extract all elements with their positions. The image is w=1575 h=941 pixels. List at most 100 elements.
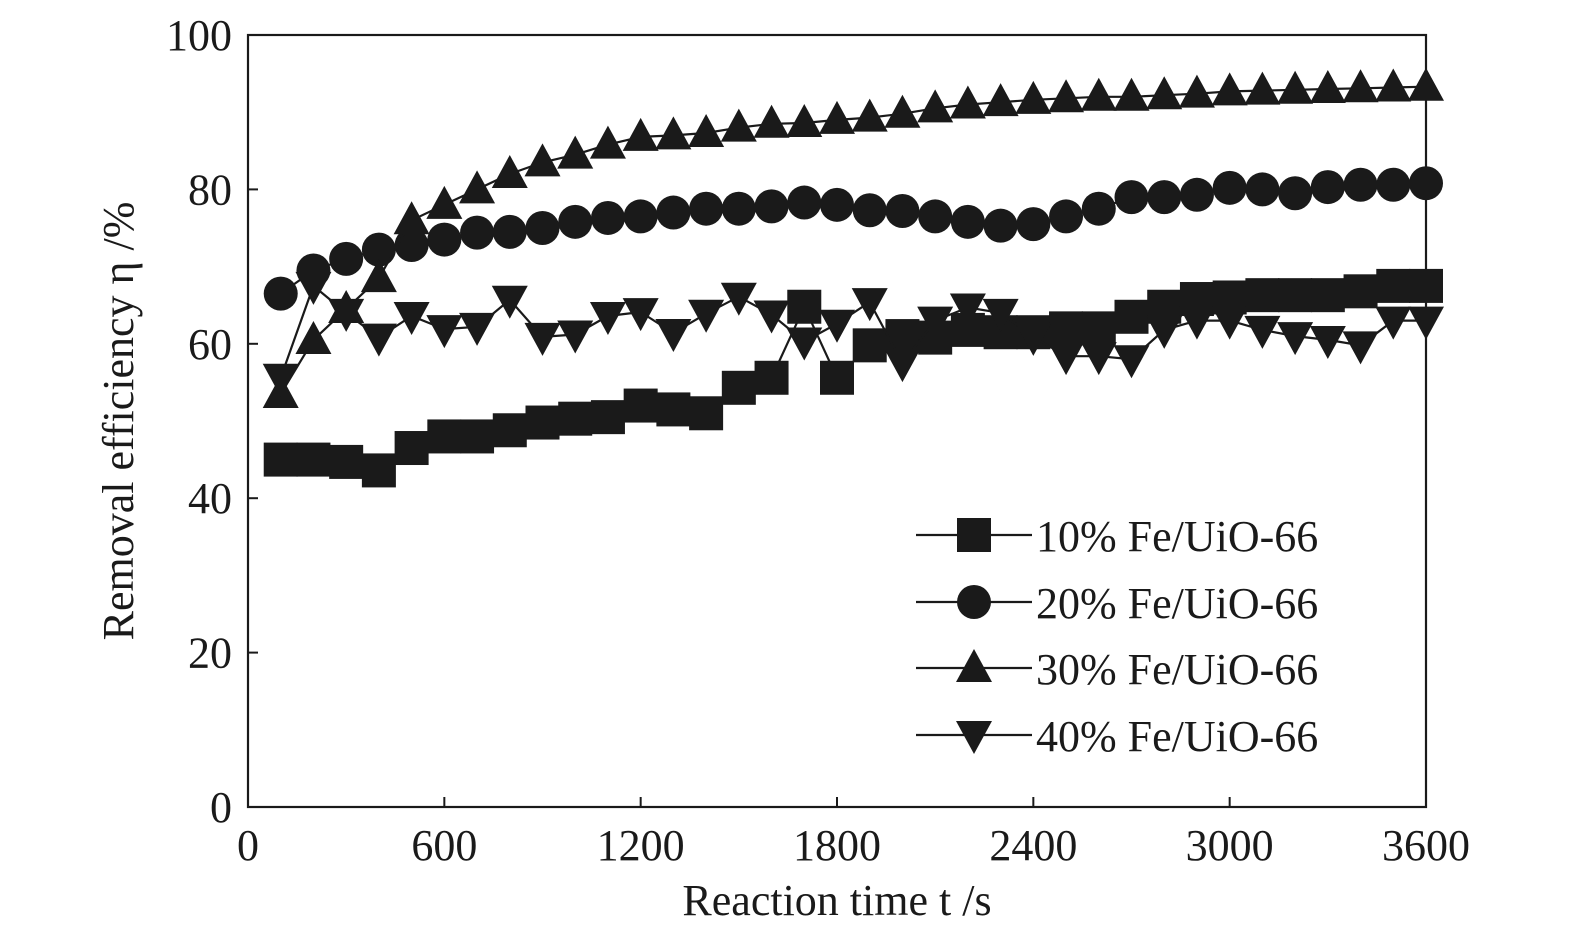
triangle-up-marker bbox=[589, 125, 626, 159]
series bbox=[263, 166, 1443, 311]
circle-marker bbox=[820, 187, 854, 222]
x-tick-label: 1200 bbox=[597, 821, 685, 870]
circle-marker bbox=[1081, 191, 1116, 226]
x-tick-label: 600 bbox=[411, 821, 477, 870]
triangle-up-marker bbox=[1309, 70, 1346, 104]
x-tick-label: 0 bbox=[237, 821, 259, 870]
circle-marker bbox=[558, 204, 593, 239]
legend-entry: 30% Fe/UiO-66 bbox=[916, 645, 1318, 694]
square-marker bbox=[1049, 311, 1084, 346]
circle-marker bbox=[721, 191, 756, 226]
circle-marker bbox=[1245, 172, 1280, 207]
legend-entry: 20% Fe/UiO-66 bbox=[916, 579, 1318, 628]
square-marker bbox=[721, 370, 756, 405]
circle-marker bbox=[950, 204, 985, 239]
triangle-up-marker bbox=[884, 94, 921, 128]
square-marker bbox=[820, 360, 854, 395]
y-tick-label: 60 bbox=[188, 320, 232, 369]
legend-entry: 10% Fe/UiO-66 bbox=[916, 512, 1318, 561]
square-marker bbox=[1245, 278, 1280, 313]
legend-label: 30% Fe/UiO-66 bbox=[1036, 645, 1318, 694]
series bbox=[262, 271, 1444, 397]
triangle-up-marker bbox=[949, 85, 986, 119]
triangle-up-marker bbox=[393, 201, 430, 235]
circle-marker bbox=[1016, 207, 1051, 242]
circle-marker bbox=[885, 194, 920, 229]
triangle-down-marker bbox=[491, 285, 528, 319]
circle-marker bbox=[492, 214, 527, 249]
triangle-down-marker bbox=[393, 302, 430, 336]
x-axis-label: Reaction time t /s bbox=[682, 876, 991, 925]
circle-marker bbox=[590, 200, 625, 235]
triangle-down-marker bbox=[262, 363, 299, 397]
triangle-up-marker bbox=[819, 100, 855, 134]
square-marker bbox=[754, 360, 789, 395]
triangle-down-marker bbox=[949, 293, 986, 327]
square-marker bbox=[329, 444, 364, 479]
circle-marker bbox=[525, 211, 560, 245]
triangle-down-marker bbox=[753, 300, 790, 334]
circle-marker bbox=[1343, 167, 1378, 202]
triangle-up-marker bbox=[1113, 77, 1150, 111]
series-layer bbox=[262, 67, 1444, 488]
series bbox=[263, 268, 1443, 488]
legend-label: 40% Fe/UiO-66 bbox=[1036, 712, 1318, 761]
circle-marker bbox=[787, 185, 822, 220]
triangle-down-marker bbox=[1277, 322, 1314, 356]
circle-marker bbox=[1114, 180, 1149, 215]
triangle-down-marker bbox=[328, 298, 365, 332]
square-marker bbox=[492, 413, 527, 448]
legend-triangle-up-marker bbox=[956, 649, 992, 682]
circle-marker bbox=[754, 189, 789, 224]
square-marker bbox=[1278, 278, 1313, 313]
square-marker bbox=[525, 405, 560, 440]
triangle-up-marker bbox=[1146, 76, 1183, 110]
triangle-down-marker bbox=[459, 312, 496, 346]
triangle-up-marker bbox=[655, 116, 692, 150]
triangle-up-marker bbox=[295, 320, 332, 354]
triangle-up-marker bbox=[917, 89, 954, 123]
x-tick-label: 2400 bbox=[989, 821, 1077, 870]
triangle-down-marker bbox=[1244, 315, 1281, 349]
circle-marker bbox=[1179, 177, 1214, 212]
triangle-down-marker bbox=[917, 306, 954, 340]
triangle-down-marker bbox=[589, 302, 626, 336]
square-marker bbox=[361, 453, 396, 488]
triangle-down-marker bbox=[688, 299, 725, 333]
triangle-down-marker bbox=[720, 282, 757, 316]
triangle-up-marker bbox=[982, 83, 1019, 117]
axis-ticks: 0 600 1200 1800 2400 3000 3600 0 20 40 60 80 100 bbox=[166, 11, 1470, 870]
triangle-down-marker bbox=[1375, 306, 1412, 340]
circle-marker bbox=[427, 222, 462, 257]
triangle-down-marker bbox=[851, 288, 888, 322]
triangle-down-marker bbox=[655, 318, 692, 352]
circle-marker bbox=[1147, 180, 1182, 215]
circle-marker bbox=[361, 232, 396, 267]
legend-entry: 40% Fe/UiO-66 bbox=[916, 712, 1318, 761]
square-marker bbox=[394, 431, 429, 466]
triangle-up-marker bbox=[622, 117, 659, 151]
triangle-up-marker bbox=[1211, 72, 1248, 106]
legend: 10% Fe/UiO-66 20% Fe/UiO-66 30% Fe/UiO-6… bbox=[916, 512, 1318, 761]
triangle-up-marker bbox=[491, 154, 528, 188]
square-marker bbox=[1081, 311, 1116, 346]
square-marker bbox=[263, 442, 298, 477]
circle-marker bbox=[623, 199, 658, 234]
triangle-down-marker bbox=[819, 309, 855, 343]
plot-frame bbox=[246, 33, 1428, 809]
circle-marker bbox=[656, 195, 691, 230]
triangle-up-marker bbox=[1375, 68, 1412, 102]
y-tick-label: 20 bbox=[188, 629, 232, 678]
square-marker bbox=[623, 388, 658, 423]
triangle-up-marker bbox=[1015, 80, 1052, 114]
circle-marker bbox=[329, 241, 364, 276]
triangle-down-marker bbox=[1309, 325, 1346, 359]
legend-triangle-down-marker bbox=[956, 721, 992, 754]
triangle-down-marker bbox=[982, 298, 1019, 332]
x-tick-label: 3000 bbox=[1186, 821, 1274, 870]
square-marker bbox=[852, 328, 887, 363]
triangle-down-marker bbox=[786, 327, 823, 361]
triangle-down-marker bbox=[1342, 331, 1379, 365]
triangle-up-marker bbox=[786, 104, 823, 138]
